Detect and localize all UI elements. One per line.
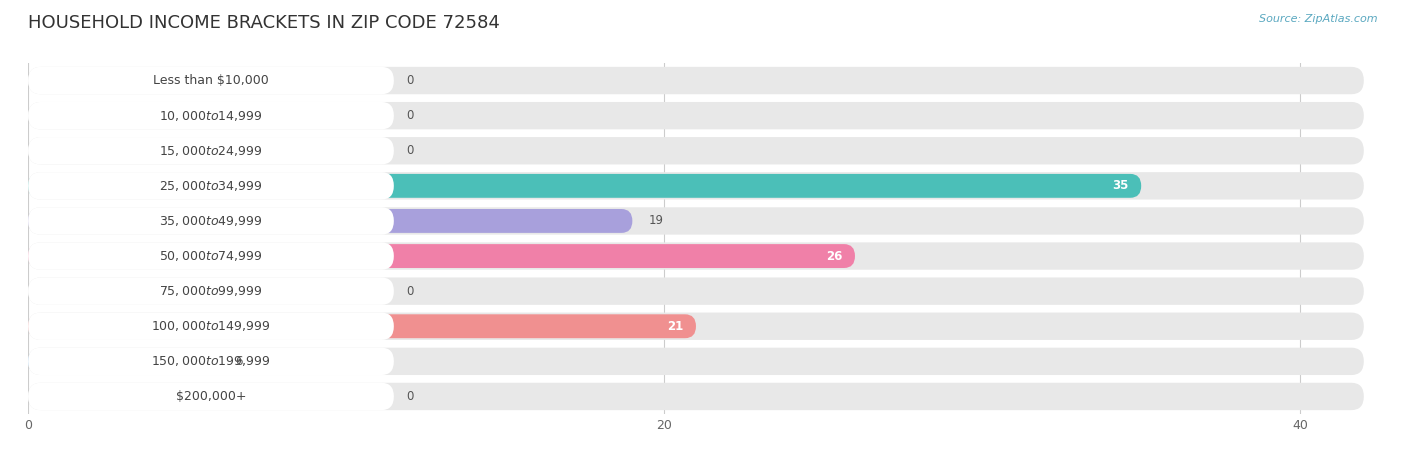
FancyBboxPatch shape xyxy=(28,67,1364,94)
FancyBboxPatch shape xyxy=(28,174,1142,198)
FancyBboxPatch shape xyxy=(28,314,696,338)
Text: 0: 0 xyxy=(406,109,413,122)
FancyBboxPatch shape xyxy=(28,102,1364,129)
Text: $25,000 to $34,999: $25,000 to $34,999 xyxy=(159,179,263,193)
Text: $150,000 to $199,999: $150,000 to $199,999 xyxy=(152,354,271,369)
FancyBboxPatch shape xyxy=(28,278,394,305)
FancyBboxPatch shape xyxy=(28,67,394,94)
Text: 21: 21 xyxy=(666,320,683,333)
Text: $100,000 to $149,999: $100,000 to $149,999 xyxy=(152,319,271,333)
Text: $15,000 to $24,999: $15,000 to $24,999 xyxy=(159,144,263,158)
FancyBboxPatch shape xyxy=(28,348,394,375)
Text: Source: ZipAtlas.com: Source: ZipAtlas.com xyxy=(1260,14,1378,23)
FancyBboxPatch shape xyxy=(28,137,394,164)
FancyBboxPatch shape xyxy=(28,209,633,233)
FancyBboxPatch shape xyxy=(28,207,1364,234)
Text: 35: 35 xyxy=(1112,180,1129,192)
FancyBboxPatch shape xyxy=(28,313,1364,340)
FancyBboxPatch shape xyxy=(28,207,394,234)
Text: $200,000+: $200,000+ xyxy=(176,390,246,403)
FancyBboxPatch shape xyxy=(28,313,394,340)
Text: 0: 0 xyxy=(406,285,413,297)
Text: $35,000 to $49,999: $35,000 to $49,999 xyxy=(159,214,263,228)
Text: 6: 6 xyxy=(235,355,242,368)
FancyBboxPatch shape xyxy=(28,172,394,199)
FancyBboxPatch shape xyxy=(28,278,1364,305)
Text: 0: 0 xyxy=(406,74,413,87)
FancyBboxPatch shape xyxy=(28,102,394,129)
FancyBboxPatch shape xyxy=(28,243,1364,270)
FancyBboxPatch shape xyxy=(28,383,1364,410)
Text: 0: 0 xyxy=(406,144,413,157)
Text: 26: 26 xyxy=(825,250,842,262)
FancyBboxPatch shape xyxy=(28,244,855,268)
Text: Less than $10,000: Less than $10,000 xyxy=(153,74,269,87)
FancyBboxPatch shape xyxy=(28,172,1364,199)
Text: $10,000 to $14,999: $10,000 to $14,999 xyxy=(159,108,263,123)
FancyBboxPatch shape xyxy=(28,243,394,270)
FancyBboxPatch shape xyxy=(28,383,394,410)
FancyBboxPatch shape xyxy=(28,349,219,373)
Text: HOUSEHOLD INCOME BRACKETS IN ZIP CODE 72584: HOUSEHOLD INCOME BRACKETS IN ZIP CODE 72… xyxy=(28,14,501,32)
Text: 19: 19 xyxy=(648,215,664,227)
Text: $50,000 to $74,999: $50,000 to $74,999 xyxy=(159,249,263,263)
Text: 0: 0 xyxy=(406,390,413,403)
Text: $75,000 to $99,999: $75,000 to $99,999 xyxy=(159,284,263,298)
FancyBboxPatch shape xyxy=(28,137,1364,164)
FancyBboxPatch shape xyxy=(28,348,1364,375)
